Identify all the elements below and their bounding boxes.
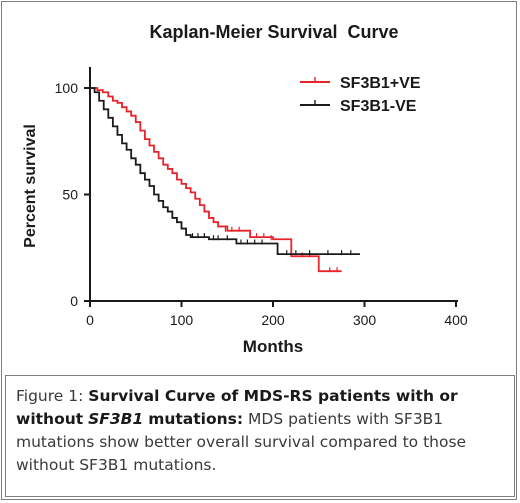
caption-gene-name: SF3B1 bbox=[88, 410, 144, 428]
survival-chart: Kaplan-Meier Survival Curve 0 100 200 300 40… bbox=[22, 22, 468, 356]
caption-label: Figure 1: bbox=[16, 387, 84, 405]
series-line-sf3b1-ve bbox=[90, 87, 342, 273]
series-layer bbox=[90, 87, 360, 273]
caption-bold-start: Survival Curve of MDS-RS patients with o… bbox=[16, 387, 458, 428]
y-tick-label: 0 bbox=[70, 293, 78, 309]
legend: SF3B1+VE SF3B1-VE bbox=[300, 75, 421, 115]
x-tick-label: 100 bbox=[170, 312, 194, 328]
y-tick-label: 100 bbox=[55, 80, 79, 96]
caption-body: MDS patients with SF3B1 mutations show b… bbox=[16, 410, 467, 474]
x-tick-label: 200 bbox=[261, 312, 285, 328]
y-axis-label: Percent survival bbox=[22, 124, 39, 248]
legend-label: SF3B1+VE bbox=[340, 75, 421, 92]
y-tick-label: 50 bbox=[62, 187, 78, 203]
x-tick-label: 400 bbox=[444, 312, 468, 328]
axis-ticks: 0 100 200 300 400 0 50 100 bbox=[55, 80, 468, 328]
figure-caption: Figure 1: Survival Curve of MDS-RS patie… bbox=[5, 375, 515, 497]
x-axis-label: Months bbox=[243, 337, 303, 356]
series-line-sf3b1-ve bbox=[90, 87, 360, 256]
legend-label: SF3B1-VE bbox=[340, 98, 417, 115]
caption-bold-end: mutations: bbox=[148, 410, 244, 428]
chart-title: Kaplan-Meier Survival Curve bbox=[149, 22, 398, 42]
x-tick-label: 0 bbox=[86, 312, 94, 328]
x-tick-label: 300 bbox=[353, 312, 377, 328]
